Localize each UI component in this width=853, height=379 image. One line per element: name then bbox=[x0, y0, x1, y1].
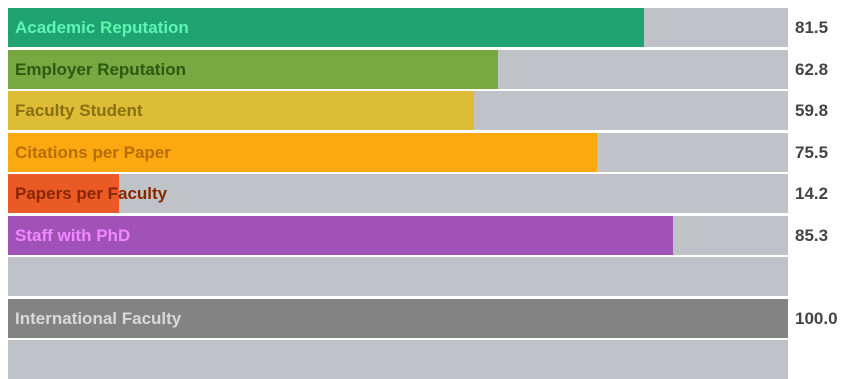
bar-chart: Academic Reputation 81.5 Employer Reputati… bbox=[8, 8, 838, 379]
value-label: 75.5 bbox=[795, 142, 829, 162]
bar bbox=[8, 8, 644, 47]
category-label: Papers per Faculty bbox=[15, 184, 168, 203]
bar-track: Citations per Paper bbox=[8, 132, 788, 172]
value-label: 62.8 bbox=[795, 59, 829, 79]
bar-track: Papers per Faculty bbox=[8, 174, 788, 213]
bar-track bbox=[8, 257, 788, 296]
bar-track: Faculty Student bbox=[8, 91, 788, 130]
category-label: International Faculty bbox=[15, 308, 182, 328]
category-label: Staff with PhD bbox=[15, 225, 131, 245]
category-label: Citations per Paper bbox=[15, 142, 171, 162]
bar bbox=[8, 132, 597, 172]
bar bbox=[8, 174, 119, 213]
value-label: 85.3 bbox=[795, 225, 829, 245]
bar-track: International Faculty bbox=[8, 298, 788, 338]
category-label: Faculty Student bbox=[15, 101, 143, 120]
value-label: 100.0 bbox=[795, 308, 838, 328]
category-label: Employer Reputation bbox=[15, 59, 186, 79]
bar-track: Staff with PhD bbox=[8, 215, 788, 255]
bar-track: Employer Reputation bbox=[8, 49, 788, 89]
value-label: 81.5 bbox=[795, 18, 829, 37]
bar bbox=[8, 215, 674, 255]
bar bbox=[8, 91, 475, 130]
bar-track: Academic Reputation bbox=[8, 8, 788, 47]
value-label: 14.2 bbox=[795, 184, 829, 203]
bar-track bbox=[8, 340, 788, 379]
category-label: Academic Reputation bbox=[15, 18, 189, 37]
value-label: 59.8 bbox=[795, 101, 829, 120]
bar bbox=[8, 298, 788, 338]
bar bbox=[8, 49, 498, 89]
